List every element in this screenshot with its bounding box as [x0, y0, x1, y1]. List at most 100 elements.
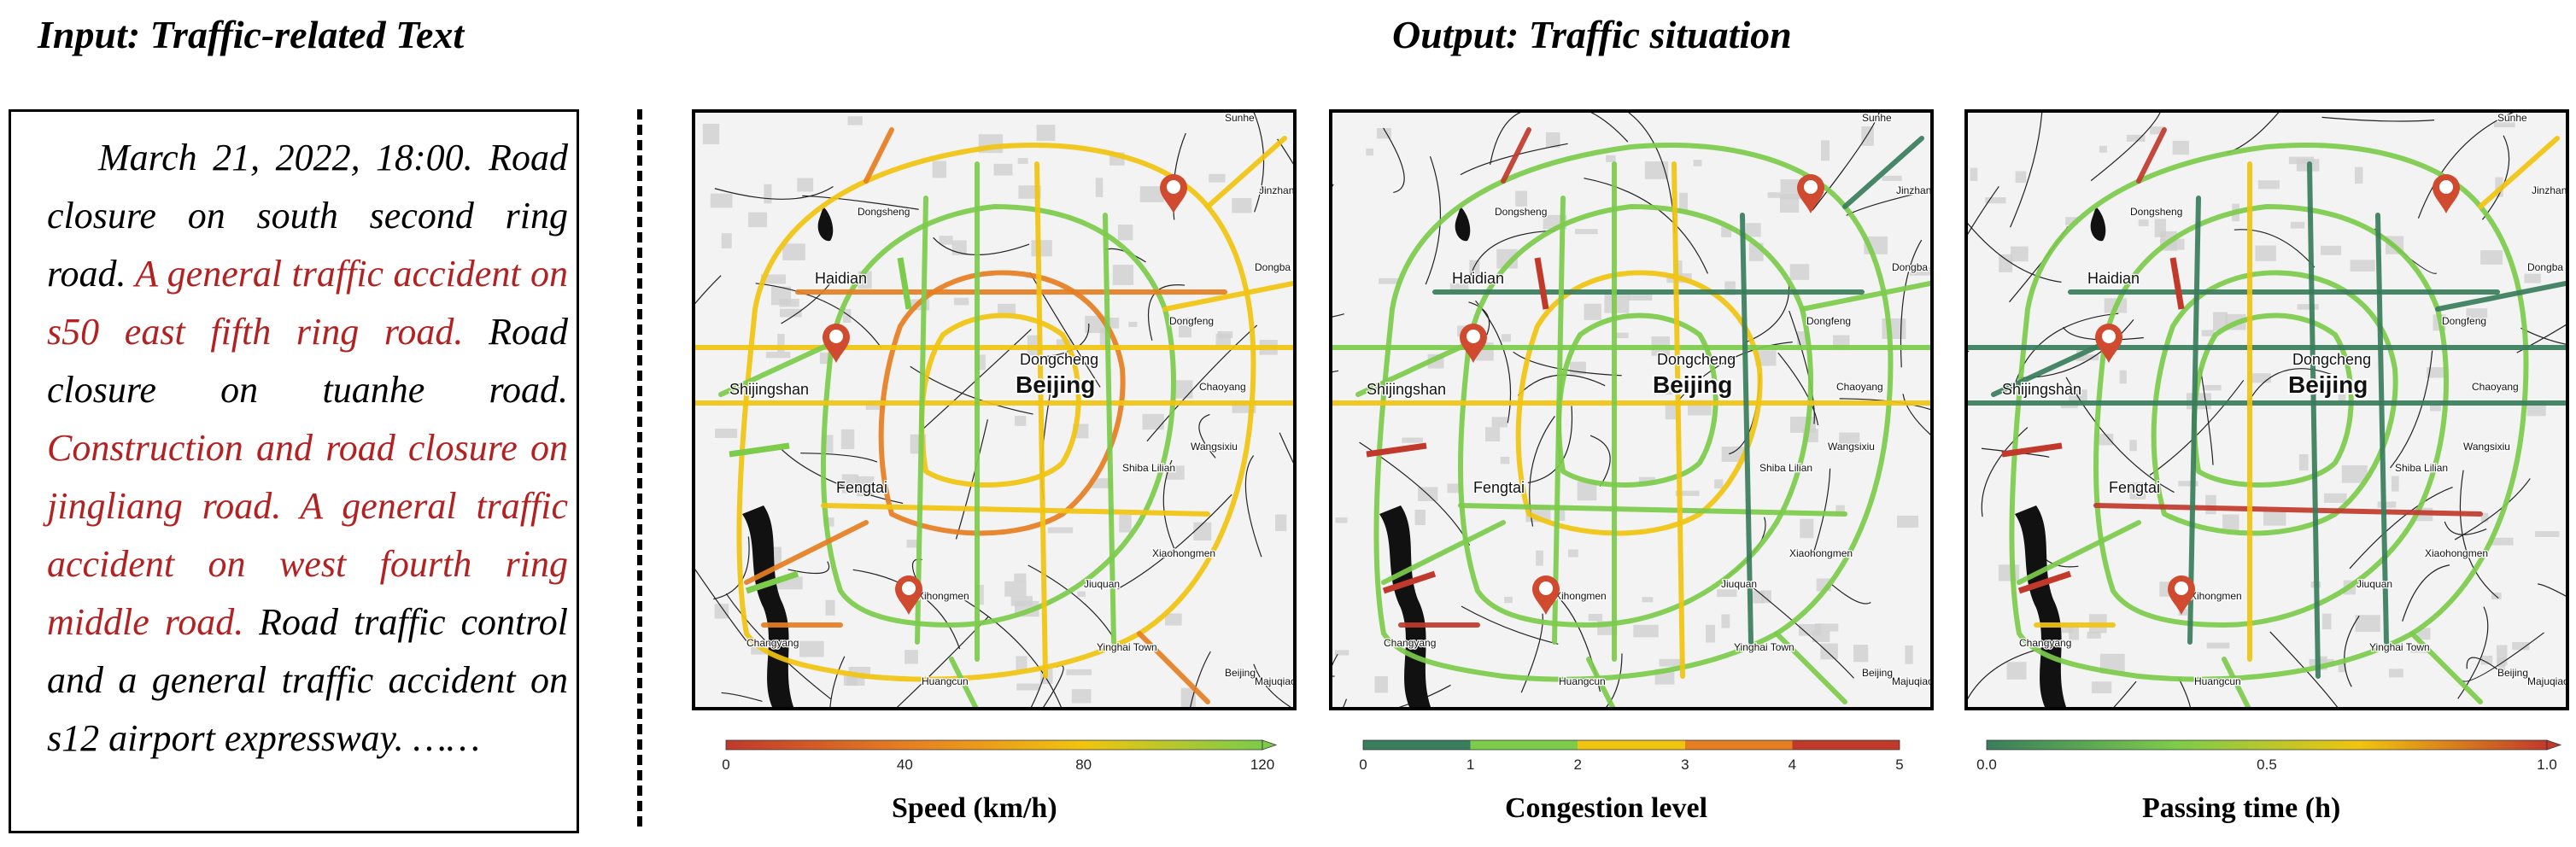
road-segment: [2017, 520, 2141, 585]
incident-pin-icon: [1460, 324, 1487, 363]
road-segment: [718, 341, 834, 397]
congestion-tick-label: 0: [1359, 756, 1367, 773]
map-place-label: Chaoyang: [2472, 381, 2519, 393]
road-segment: [1162, 281, 1293, 312]
road-segment: [949, 657, 979, 707]
map-place-label: Huangcun: [2194, 675, 2241, 687]
map-place-label: Huangcun: [922, 675, 969, 687]
map-place-label: Xihongmen: [1554, 590, 1607, 602]
map-place-label: Dongfeng: [1806, 315, 1851, 327]
congested-road-segment: [2001, 442, 2063, 458]
map-place-label: Dongcheng: [2292, 351, 2371, 368]
road-segment: [2009, 143, 2529, 682]
incident-pin-icon: [2433, 174, 2460, 213]
road-segment: [821, 503, 1210, 517]
congestion-tick-label: 3: [1681, 756, 1689, 773]
map-place-label: Jinzhan: [1259, 184, 1293, 196]
text-segment-5: Road traffic control and a general traff…: [47, 601, 568, 759]
road-segment: [1842, 136, 1924, 209]
congested-road-segment: [2017, 570, 2072, 594]
map-place-label: Beijing: [2288, 371, 2368, 398]
speed-map: Haidian Dongsheng Dongcheng Beijing Shijings…: [695, 113, 1293, 707]
map-place-label: Changyang: [2019, 637, 2071, 649]
road-segment: [2435, 281, 2566, 312]
map-place-label: Sunhe: [1862, 113, 1892, 124]
map-place-label: Sunhe: [1225, 113, 1255, 124]
road-segment: [2478, 136, 2560, 209]
speed-tick-label: 120: [1250, 756, 1275, 773]
road-segment: [2192, 313, 2354, 488]
speed-map-panel: Haidian Dongsheng Dongcheng Beijing Shijings…: [692, 109, 1297, 710]
map-place-label: Fengtai: [836, 479, 887, 496]
map-place-label: Dongcheng: [1657, 351, 1736, 368]
map-place-label: Chaoyang: [1836, 381, 1883, 393]
incident-pin-icon: [823, 324, 850, 363]
map-place-label: Wangsixiu: [1828, 441, 1875, 453]
congested-road-segment: [897, 257, 912, 310]
input-heading: Input: Traffic-related Text: [38, 13, 465, 56]
congested-road-segment: [2169, 257, 2185, 310]
congestion-colorbar: [1362, 739, 1900, 751]
road-segment: [1381, 520, 1506, 585]
input-text-box: March 21, 2022, 18:00. Road closure on s…: [9, 109, 579, 833]
speed-tick-label: 80: [1075, 756, 1092, 773]
map-place-label: Dongba: [1255, 261, 1291, 273]
map-place-label: Dongfeng: [1169, 315, 1214, 327]
road-segment: [1800, 281, 1930, 312]
road-segment: [915, 196, 928, 645]
map-place-label: Beijing: [1016, 371, 1095, 398]
map-place-label: Dongsheng: [1495, 206, 1547, 218]
road-segment: [2136, 127, 2167, 184]
map-place-label: Majuqiao: [1892, 675, 1930, 687]
road-segment: [1373, 143, 1894, 682]
road-segment: [2222, 657, 2251, 707]
road-segment: [1205, 136, 1287, 209]
map-place-label: Shijingshan: [729, 381, 809, 398]
road-segment: [1552, 196, 1566, 645]
road-segment: [1740, 213, 1753, 645]
passing-time-map: Haidian Dongsheng Dongcheng Beijing Shijings…: [1968, 113, 2566, 707]
map-place-label: Changyang: [746, 637, 799, 649]
incident-pin-icon: [2095, 324, 2122, 363]
road-segment: [1137, 631, 1210, 704]
map-place-label: Wangsixiu: [1191, 441, 1238, 453]
map-place-label: Yinghai Town: [1734, 641, 1794, 653]
incident-pin-icon: [1532, 575, 1560, 615]
road-segment: [1355, 341, 1472, 397]
map-place-label: Jinzhan: [2532, 184, 2566, 196]
map-place-label: Yinghai Town: [2369, 641, 2430, 653]
section-divider: [637, 109, 642, 827]
map-place-label: Jiuquan: [1721, 578, 1757, 590]
map-place-label: Beijing: [1653, 371, 1732, 398]
time-tick-label: 0.0: [1976, 756, 1997, 773]
time-colorbar-gradient: [1986, 739, 2562, 751]
incident-pin-icon: [1160, 174, 1187, 213]
map-place-label: Dongba: [2527, 261, 2563, 273]
map-place-label: Xihongmen: [917, 590, 969, 602]
map-place-label: Shijingshan: [1367, 381, 1446, 398]
incident-pin-icon: [1797, 174, 1824, 213]
map-place-label: Xihongmen: [2190, 590, 2242, 602]
road-segment: [1501, 127, 1531, 184]
passing-time-colorbar-label: Passing time (h): [2142, 792, 2341, 824]
congestion-map-panel: Haidian Dongsheng Dongcheng Beijing Shijings…: [1329, 109, 1934, 710]
map-place-label: Dongsheng: [2130, 206, 2182, 218]
map-place-label: Haidian: [2087, 270, 2140, 287]
map-place-label: Xiaohongmen: [1152, 547, 1215, 559]
map-place-label: Beijing: [1862, 667, 1893, 679]
road-segment: [744, 520, 869, 585]
map-place-label: Beijing: [2497, 667, 2528, 679]
time-tick-label: 0.5: [2257, 756, 2277, 773]
road-segment: [864, 127, 894, 184]
map-place-label: Beijing: [1225, 667, 1256, 679]
map-place-label: Dongsheng: [858, 206, 910, 218]
congested-road-segment: [729, 442, 790, 458]
input-text-body: March 21, 2022, 18:00. Road closure on s…: [47, 129, 568, 768]
congestion-colorbar-label: Congestion level: [1505, 792, 1708, 824]
speed-colorbar-label: Speed (km/h): [892, 792, 1057, 824]
map-place-label: Huangcun: [1559, 675, 1606, 687]
map-place-label: Majuqiao: [2527, 675, 2566, 687]
map-place-label: Haidian: [1452, 270, 1504, 287]
map-place-label: Shiba Lilian: [1122, 462, 1175, 474]
road-segment: [919, 313, 1081, 488]
